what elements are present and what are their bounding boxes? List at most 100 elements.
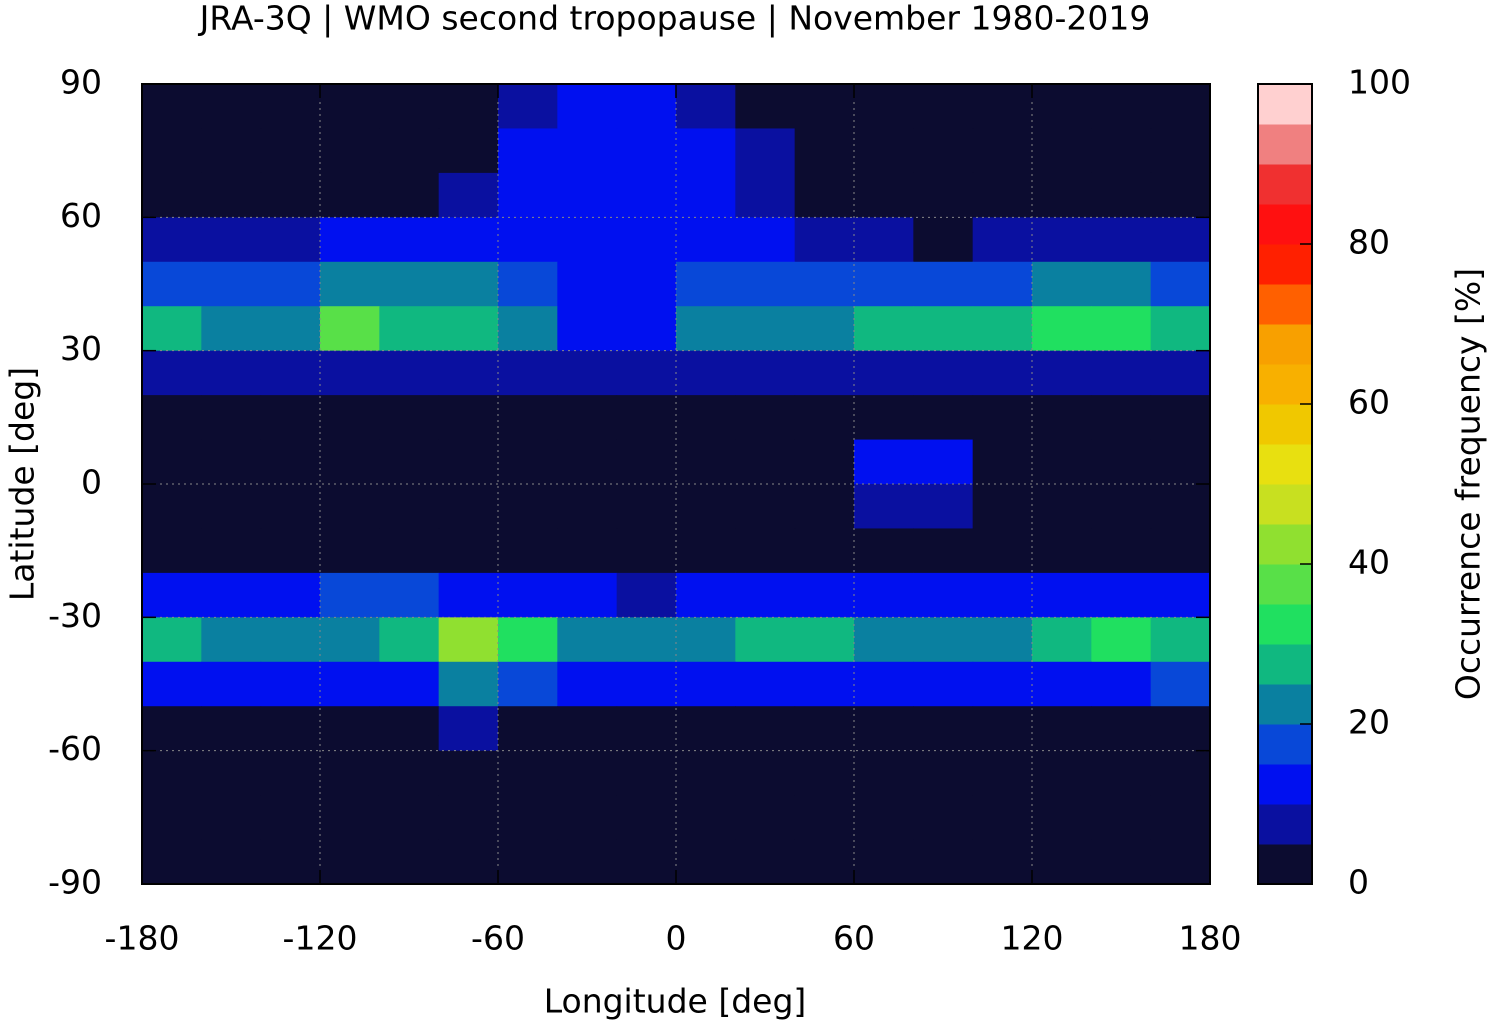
heat-cell — [913, 839, 974, 885]
heat-cell — [320, 839, 380, 885]
heat-cell — [201, 528, 262, 574]
heat-cell — [972, 572, 1033, 618]
colorbar-segment — [1258, 324, 1312, 365]
heat-cell — [498, 217, 558, 263]
heat-cell — [498, 706, 558, 752]
heat-cell — [438, 661, 499, 707]
colorbar-segment — [1258, 164, 1312, 205]
heat-cell — [498, 572, 558, 618]
heat-cell — [735, 661, 796, 707]
heat-cell — [320, 128, 380, 174]
colorbar-segment — [1258, 364, 1312, 405]
heat-cell — [201, 261, 262, 307]
heat-cell — [676, 84, 736, 129]
heat-cell — [794, 528, 855, 574]
heat-cell — [616, 750, 677, 796]
heat-cell — [735, 439, 796, 485]
heat-cell — [1091, 795, 1152, 841]
heat-cell — [379, 617, 440, 663]
heat-cell — [557, 350, 618, 396]
heat-cell — [735, 350, 796, 396]
heat-cell — [1032, 395, 1092, 441]
heat-cell — [142, 128, 202, 174]
heat-cell — [794, 572, 855, 618]
heat-cell — [794, 661, 855, 707]
heat-cell — [854, 661, 914, 707]
heat-cell — [913, 439, 974, 485]
x-tick-label: -60 — [471, 919, 525, 958]
heat-cell — [616, 261, 677, 307]
heat-cell — [201, 617, 262, 663]
heat-cell — [913, 661, 974, 707]
heat-cell — [735, 839, 796, 885]
colorbar-segment — [1258, 524, 1312, 565]
heat-cell — [320, 795, 380, 841]
heat-cell — [854, 839, 914, 885]
heat-cell — [972, 706, 1033, 752]
heat-cell — [142, 217, 202, 263]
heat-cell — [735, 84, 796, 129]
heat-cell — [201, 795, 262, 841]
heat-cell — [1150, 217, 1211, 263]
heat-cell — [1091, 172, 1152, 218]
heat-cell — [676, 439, 736, 485]
heat-cell — [854, 484, 914, 529]
heat-cell — [201, 750, 262, 796]
heat-cell — [320, 439, 380, 485]
x-axis-label: Longitude [deg] — [544, 982, 807, 1021]
heat-cell — [201, 172, 262, 218]
heat-cell — [498, 350, 558, 396]
heat-cell — [616, 706, 677, 752]
colorbar-segment — [1258, 684, 1312, 725]
heat-cell — [260, 750, 321, 796]
heat-cell — [142, 795, 202, 841]
heat-cell — [557, 84, 618, 129]
heat-cell — [1032, 217, 1092, 263]
heat-cell — [557, 395, 618, 441]
heat-cell — [557, 661, 618, 707]
heat-cell — [498, 128, 558, 174]
heat-cell — [1150, 706, 1211, 752]
heat-cell — [735, 217, 796, 263]
heat-cell — [735, 484, 796, 529]
heat-cell — [854, 617, 914, 663]
heat-cell — [913, 750, 974, 796]
heat-cell — [498, 795, 558, 841]
heat-cell — [379, 706, 440, 752]
heat-cell — [1091, 528, 1152, 574]
heat-cell — [1091, 128, 1152, 174]
heat-cell — [1091, 839, 1152, 885]
heat-cell — [854, 128, 914, 174]
heat-cell — [794, 261, 855, 307]
heat-cell — [854, 750, 914, 796]
colorbar-tick-label: 20 — [1348, 703, 1390, 742]
heat-cell — [676, 350, 736, 396]
heat-cell — [498, 750, 558, 796]
x-tick-label: 180 — [1179, 919, 1242, 958]
heat-cell — [438, 217, 499, 263]
heat-cell — [557, 439, 618, 485]
heat-cell — [260, 439, 321, 485]
heat-cell — [498, 528, 558, 574]
heat-cell — [260, 217, 321, 263]
heat-cell — [972, 795, 1033, 841]
heat-cell — [1032, 128, 1092, 174]
heat-cell — [142, 839, 202, 885]
heat-cell — [676, 306, 736, 352]
heat-cell — [320, 484, 380, 529]
heat-cell — [972, 750, 1033, 796]
heat-cell — [142, 261, 202, 307]
heat-cell — [1150, 261, 1211, 307]
heat-cell — [320, 572, 380, 618]
heat-cell — [972, 261, 1033, 307]
heat-cell — [735, 572, 796, 618]
colorbar-segment — [1258, 564, 1312, 605]
heat-cell — [260, 661, 321, 707]
colorbar-tick-label: 60 — [1348, 383, 1390, 422]
colorbar-segment — [1258, 644, 1312, 685]
heat-cell — [320, 84, 380, 129]
heat-cell — [201, 572, 262, 618]
heat-cell — [201, 484, 262, 529]
heat-cell — [320, 661, 380, 707]
heat-cell — [794, 84, 855, 129]
